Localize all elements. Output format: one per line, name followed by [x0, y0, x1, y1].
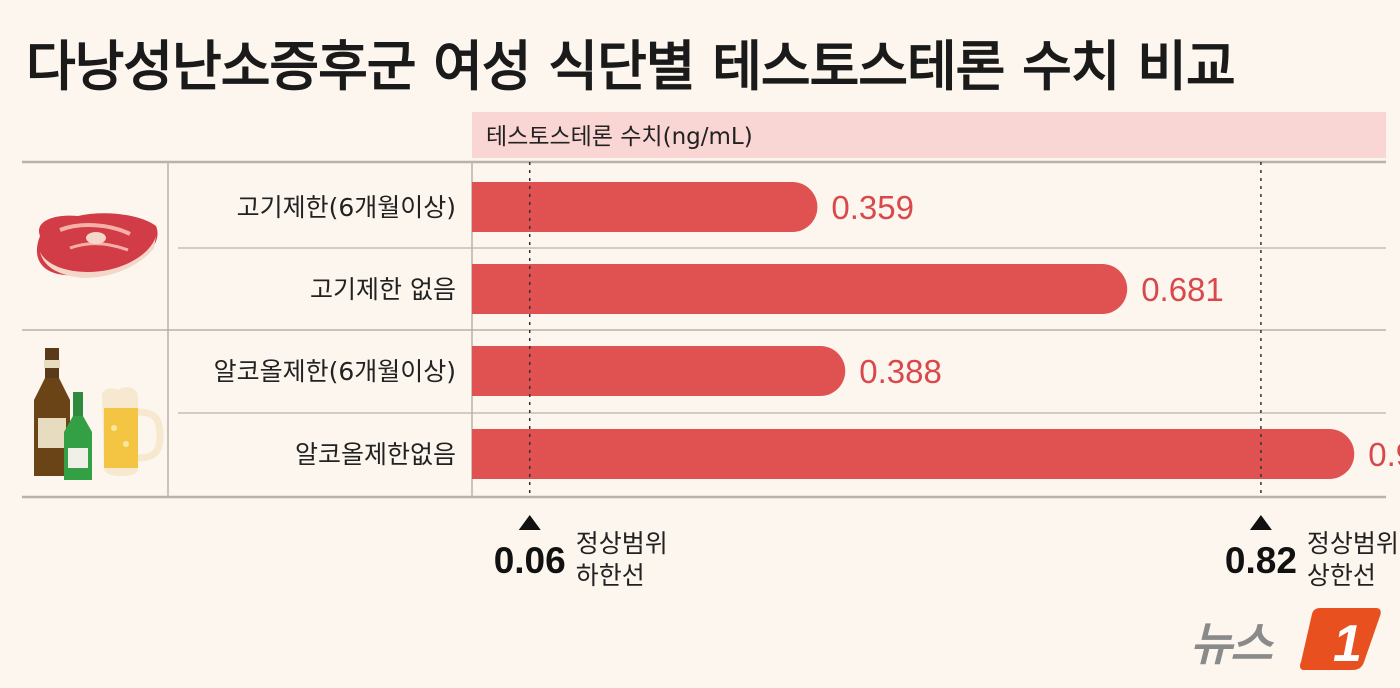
reference-label-line2: 하한선 [576, 561, 645, 590]
category-label: 알코올제한없음 [295, 440, 456, 469]
reference-value: 0.82 [1225, 540, 1297, 581]
chart-title: 다낭성난소증후군 여성 식단별 테스토스테론 수치 비교 [26, 35, 1236, 98]
reference-label-line1: 정상범위 [576, 529, 668, 558]
bar [472, 429, 1355, 479]
category-label: 고기제한 없음 [310, 275, 456, 304]
category-label: 알코올제한(6개월이상) [214, 357, 456, 386]
steak-icon [36, 213, 158, 278]
logo-mark: 1 [1300, 608, 1381, 673]
bar [472, 346, 846, 396]
bar [472, 182, 818, 232]
axis-title: 테스토스테론 수치(ng/mL) [486, 124, 753, 150]
reference-value: 0.06 [494, 540, 566, 581]
alcohol-bottles-icon [34, 348, 164, 480]
reference-marker [518, 515, 541, 530]
category-label: 고기제한(6개월이상) [237, 193, 456, 222]
bar [472, 264, 1128, 314]
reference-label-line1: 정상범위 [1307, 529, 1399, 558]
reference-marker [1249, 515, 1272, 530]
reference-label-line2: 상한선 [1307, 561, 1376, 590]
value-label: 0.359 [831, 189, 914, 226]
axis-header-band [472, 112, 1386, 158]
value-label: 0.917 [1368, 436, 1400, 473]
value-label: 0.388 [859, 353, 942, 390]
logo-mark-text: 1 [1333, 615, 1362, 673]
logo-text: 뉴스 [1190, 617, 1273, 671]
news1-logo: 뉴스 1 [1190, 600, 1386, 676]
value-label: 0.681 [1141, 271, 1224, 308]
